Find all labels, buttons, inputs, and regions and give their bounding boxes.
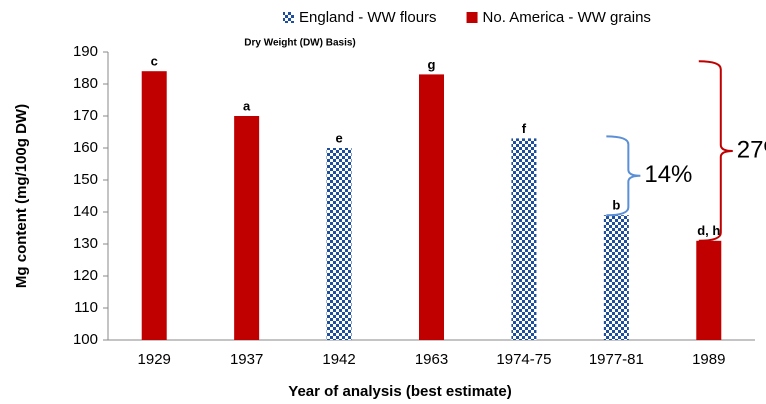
y-tick-label: 120 (73, 267, 98, 284)
bar-label: a (243, 98, 251, 113)
x-tick-label: 1963 (415, 351, 448, 368)
bar (326, 148, 352, 340)
bar-label: g (428, 57, 436, 72)
x-tick-label: 1929 (138, 351, 171, 368)
bar-label: f (522, 121, 527, 136)
x-tick-label: 1974-75 (496, 351, 551, 368)
bar-label: e (335, 130, 342, 145)
bar (419, 74, 444, 341)
x-tick-label: 1977-81 (589, 351, 644, 368)
bar (141, 71, 167, 340)
y-tick-label: 150 (73, 171, 98, 188)
y-tick-label: 160 (73, 139, 98, 156)
legend-label: No. America - WW grains (483, 9, 651, 26)
y-tick-label: 170 (73, 107, 98, 124)
legend-swatch (283, 12, 294, 23)
brace (698, 60, 733, 242)
legend-label: England - WW flours (299, 9, 437, 26)
x-tick-label: 1942 (322, 351, 355, 368)
bar (696, 240, 722, 340)
bar (234, 116, 260, 340)
x-axis-label: Year of analysis (best estimate) (288, 383, 511, 400)
chart-title: Dry Weight (DW) Basis) (244, 38, 356, 49)
annotation: 27% (737, 136, 766, 163)
y-tick-label: 110 (74, 299, 98, 316)
bar-label: b (612, 198, 620, 213)
y-tick-label: 180 (73, 75, 98, 92)
bar (511, 138, 537, 340)
y-tick-label: 140 (73, 203, 98, 220)
y-tick-label: 100 (73, 331, 98, 348)
bar-label: c (151, 54, 158, 69)
x-tick-label: 1937 (230, 351, 263, 368)
x-tick-label: 1989 (692, 351, 725, 368)
legend-swatch (466, 12, 478, 23)
annotation: 14% (644, 161, 692, 188)
y-axis-label: Mg content (mg/100g DW) (13, 104, 30, 288)
y-tick-label: 130 (73, 235, 98, 252)
bar (603, 215, 629, 340)
brace (606, 135, 641, 217)
bar-label: d, h (697, 223, 720, 238)
y-tick-label: 190 (73, 43, 98, 60)
